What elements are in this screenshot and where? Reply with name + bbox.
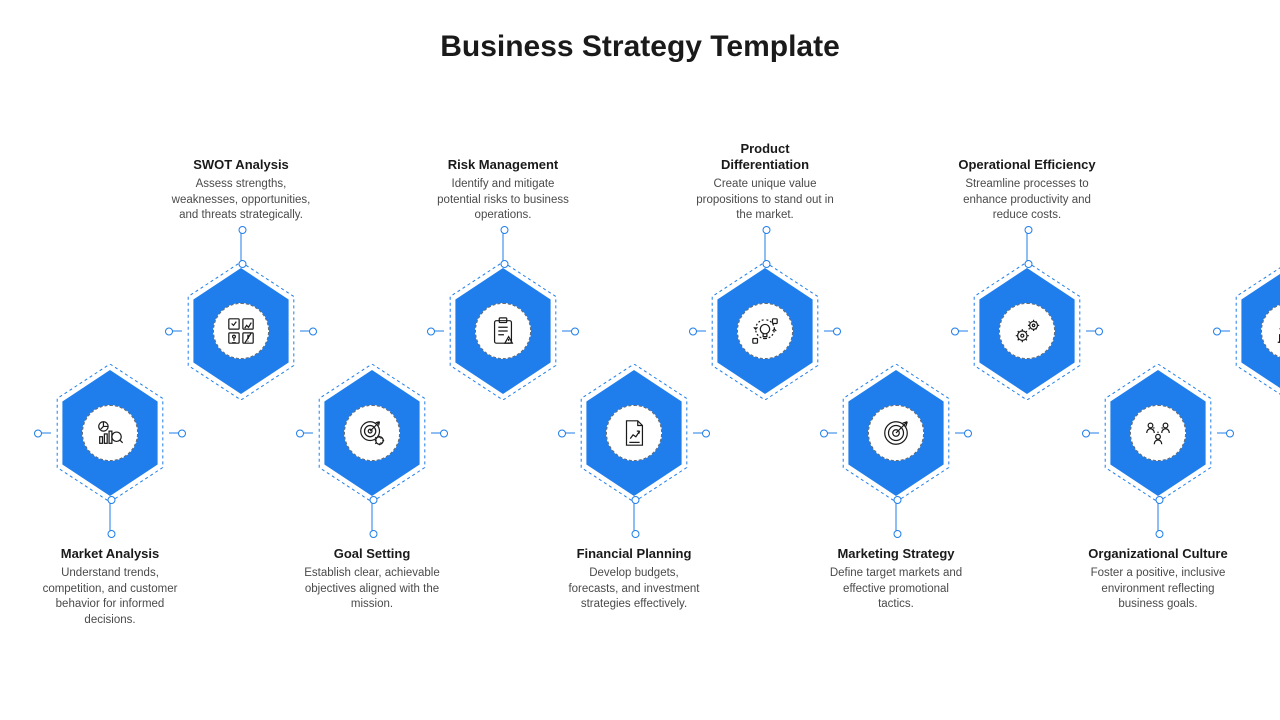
hexagon	[186, 268, 296, 394]
hexagon	[972, 268, 1082, 394]
connector	[241, 230, 242, 264]
target-icon	[868, 405, 924, 461]
node-text: Operational Efficiency Streamline process…	[957, 151, 1097, 224]
page-title: Business Strategy Template	[0, 30, 1280, 64]
node-desc: Define target markets and effective prom…	[826, 566, 966, 613]
hexagon	[55, 370, 165, 496]
node-market-analysis: Market AnalysisUnderstand trends, compet…	[46, 370, 174, 496]
node-title: Goal Setting	[302, 546, 442, 562]
node-text: Product DifferentiationCreate unique val…	[695, 135, 835, 224]
node-title: Marketing Strategy	[826, 546, 966, 562]
people-growth-icon	[1130, 405, 1186, 461]
node-title: Product Differentiation	[695, 141, 835, 174]
hexagon	[448, 268, 558, 394]
node-financial-planning: Financial PlanningDevelop budgets, forec…	[570, 370, 698, 496]
node-risk-management: Risk ManagementIdentify and mitigate pot…	[439, 268, 567, 394]
connector	[765, 230, 766, 264]
chart-analysis-icon	[82, 405, 138, 461]
hexagon	[1234, 268, 1280, 394]
node-marketing-strategy: Marketing StrategyDefine target markets …	[832, 370, 960, 496]
connector	[896, 500, 897, 534]
swot-icon	[213, 303, 269, 359]
node-text: Organizational Culture Foster a positive,…	[1088, 540, 1228, 613]
node-organizational-culture: Organizational CultureFoster a positive,…	[1094, 370, 1222, 496]
hexagon	[841, 370, 951, 496]
connector	[1027, 230, 1028, 264]
node-title: Financial Planning	[564, 546, 704, 562]
connector	[372, 500, 373, 534]
node-goal-setting: Goal SettingEstablish clear, achievable …	[308, 370, 436, 496]
node-title: SWOT Analysis	[171, 157, 311, 173]
node-title: Market Analysis	[40, 546, 180, 562]
node-title: Risk Management	[433, 157, 573, 173]
connector	[1158, 500, 1159, 534]
node-desc: Identify and mitigate potential risks to…	[433, 177, 573, 224]
idea-cycle-icon	[737, 303, 793, 359]
node-text	[1219, 218, 1280, 224]
target-gear-icon	[344, 405, 400, 461]
hexagon	[710, 268, 820, 394]
node-title: Operational Efficiency	[957, 157, 1097, 173]
document-growth-icon	[606, 405, 662, 461]
node-operational-efficiency: Operational EfficiencyStreamline process…	[963, 268, 1091, 394]
node-desc: Foster a positive, inclusive environment…	[1088, 566, 1228, 613]
node-desc: Streamline processes to enhance producti…	[957, 177, 1097, 224]
node-desc: Assess strengths, weaknesses, opportunit…	[171, 177, 311, 224]
hexagon	[579, 370, 689, 496]
node-text: SWOT Analysis Assess strengths, weaknesse…	[171, 151, 311, 224]
node-desc: Understand trends, competition, and cust…	[40, 566, 180, 628]
node-text: Market Analysis Understand trends, compet…	[40, 540, 180, 628]
node-text: Risk Management Identify and mitigate pot…	[433, 151, 573, 224]
connector	[503, 230, 504, 264]
node-swot-analysis: SWOT AnalysisAssess strengths, weaknesse…	[177, 268, 305, 394]
node-desc: Establish clear, achievable objectives a…	[302, 566, 442, 613]
node-text: Goal Setting Establish clear, achievable …	[302, 540, 442, 613]
node-title: Organizational Culture	[1088, 546, 1228, 562]
connector	[634, 500, 635, 534]
node-text: Financial Planning Develop budgets, forec…	[564, 540, 704, 613]
node-desc: Create unique value propositions to stan…	[695, 177, 835, 224]
hexagon	[1103, 370, 1213, 496]
clipboard-alert-icon	[475, 303, 531, 359]
node-product-differentiation: Product DifferentiationCreate unique val…	[701, 268, 829, 394]
hexagon	[317, 370, 427, 496]
node-desc: Develop budgets, forecasts, and investme…	[564, 566, 704, 613]
node-bar-chart-growth	[1225, 268, 1280, 394]
gears-icon	[999, 303, 1055, 359]
connector	[110, 500, 111, 534]
node-text: Marketing Strategy Define target markets …	[826, 540, 966, 613]
